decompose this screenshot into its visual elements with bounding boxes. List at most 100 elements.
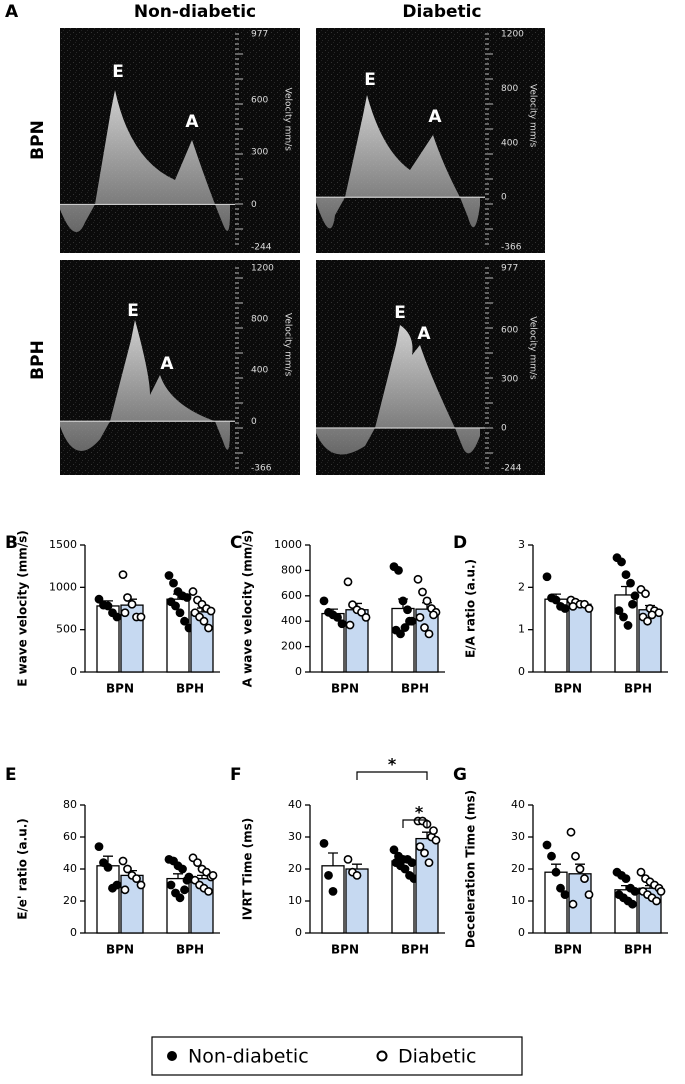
data-point [431,835,441,845]
x-tick-label: BPH [624,682,652,696]
y-axis-label: Deceleration Time (ms) [464,790,478,948]
doppler-image [60,28,300,253]
y-tick-label: 1000 [274,538,302,551]
scale-label: 600 [251,95,268,105]
panel-label: G [453,765,467,785]
data-point [619,612,628,622]
y-tick-label: 800 [281,563,302,576]
data-point [204,623,213,633]
data-point [551,595,561,605]
data-point [566,827,576,837]
x-tick-label: BPH [624,943,652,957]
y-tick-label: 200 [281,640,302,653]
data-point [206,606,216,616]
data-point [396,629,405,639]
data-point [420,623,429,632]
data-point [413,574,423,584]
scale-label: 0 [501,424,507,434]
data-point [319,839,329,848]
data-point [175,893,185,903]
data-point [584,604,594,613]
data-point [621,874,631,883]
data-point [400,864,410,874]
y-tick-label: 2 [518,580,525,593]
scale-label: 800 [501,84,518,94]
data-point [136,880,146,890]
y-axis-label: IVRT Time (ms) [241,818,255,921]
data-point [551,867,561,877]
x-tick-label: BPN [331,943,359,957]
data-point [654,608,664,618]
data-point [333,612,342,622]
y-tick-label: 0 [518,926,525,939]
column-title: Non-diabetic [134,2,256,22]
data-point [418,587,427,597]
data-point [424,629,434,639]
data-point [647,610,657,620]
data-point [112,880,122,890]
data-point [626,578,635,588]
y-axis-label: A wave velocity (mm/s) [241,530,255,688]
panel-label: F [230,765,242,785]
y-tick-label: 10 [511,894,525,907]
waveform [316,95,480,229]
data-point [641,589,650,599]
y-tick-label: 500 [56,623,77,636]
scale-label: 800 [251,315,268,325]
data-point [178,864,187,874]
peak-label: A [428,107,442,127]
y-tick-label: 600 [281,589,302,602]
data-point [424,858,434,867]
y-tick-label: 80 [63,798,77,811]
peak-label: E [394,303,406,323]
data-point [636,867,646,877]
data-point [188,587,198,596]
panel-label: D [453,533,467,553]
data-point [614,606,624,616]
data-point [542,840,552,850]
bar [96,865,120,934]
significance-label: * [388,755,397,774]
data-point [422,596,432,606]
data-point [623,621,633,630]
data-point [656,887,666,896]
y-tick-label: 40 [511,798,525,811]
waveform [316,325,480,455]
scale-title: Velocity mm/s [528,84,538,148]
data-point [560,890,570,899]
data-point [120,608,130,618]
error-bar [173,873,183,879]
scale-label: 600 [501,325,518,335]
data-point [180,616,189,626]
bar [568,603,592,673]
peak-label: A [417,324,431,344]
significance-bracket [402,819,428,828]
data-point [621,570,631,580]
x-tick-label: BPH [176,943,204,957]
x-tick-label: BPH [401,943,429,957]
y-tick-label: 0 [518,665,525,678]
peak-label: E [127,301,139,321]
scale-label: 1200 [251,264,274,274]
data-point [136,612,146,622]
data-point [328,887,338,896]
data-point [169,578,178,588]
data-point [123,864,132,874]
data-point [400,623,410,632]
scale-label: 977 [501,264,518,274]
data-point [118,856,128,866]
data-point [568,601,578,611]
scale-label: -244 [501,464,522,474]
data-point [571,851,580,861]
data-point [166,880,176,890]
data-point [343,577,353,587]
legend-marker [376,1050,388,1062]
data-point [394,566,403,575]
y-tick-label: 20 [511,862,525,875]
data-point [204,887,213,896]
data-point [175,608,185,618]
data-point [643,616,652,626]
legend-marker [167,1051,177,1061]
error-bar [352,863,362,869]
